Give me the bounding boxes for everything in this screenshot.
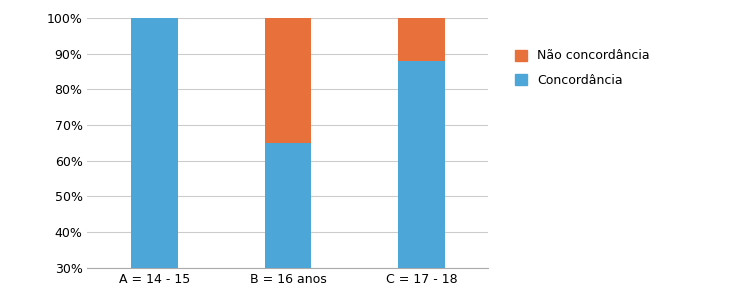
Bar — [265, 18, 311, 143]
Bar — [131, 18, 178, 268]
Bar — [265, 143, 311, 268]
Bar — [398, 18, 445, 61]
Legend: Não concordância, Concordância: Não concordância, Concordância — [515, 50, 650, 87]
Bar — [398, 61, 445, 268]
